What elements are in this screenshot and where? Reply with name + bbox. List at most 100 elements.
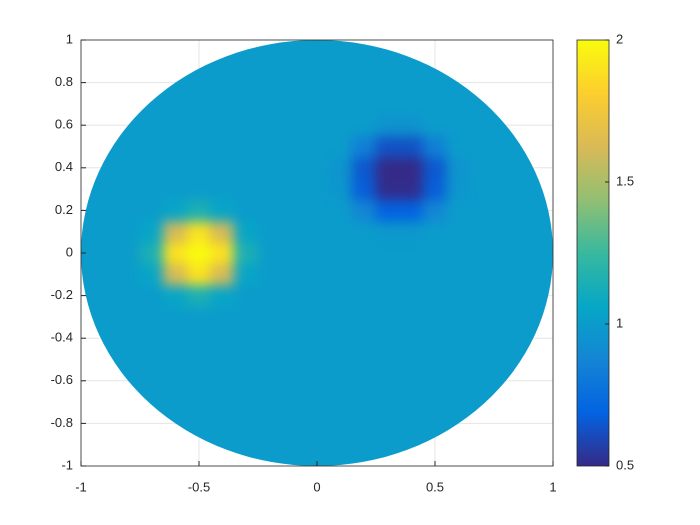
cell [233,327,259,350]
cell [446,220,471,243]
cell [328,92,353,116]
cell [233,433,259,456]
cell [328,199,353,222]
cell [281,199,306,222]
cell [375,348,401,371]
cell [375,433,401,456]
y-tick-label: 1 [66,31,73,46]
cell [115,156,141,179]
cell [163,327,188,350]
cell [304,156,330,179]
cell [446,177,471,201]
cell [375,327,401,350]
cell [469,199,495,222]
cell [351,284,377,307]
cell [210,71,235,94]
cell [186,348,212,371]
cell [422,114,448,137]
cell [304,135,330,158]
cell [328,284,353,307]
cell [328,156,353,179]
y-tick-label: -1 [61,457,73,472]
cell [399,114,424,137]
cell [351,220,377,243]
colorbar-tick-label: 1.5 [616,173,634,188]
cell [422,92,448,116]
cell [328,40,353,52]
cell [257,71,283,94]
cell [351,433,377,456]
cell [186,305,212,329]
cell [399,263,424,286]
cell [304,220,330,243]
cell [304,454,330,466]
cell [257,92,283,116]
cell [92,263,117,286]
cell [517,220,542,243]
cell [139,199,165,222]
cell [446,92,471,116]
cell [257,305,283,329]
cell [328,71,353,94]
cell [446,114,471,137]
cell [115,305,141,329]
cell [163,305,188,329]
cell [163,369,188,392]
cell [304,263,330,286]
cell [469,220,495,243]
axes: -1 -0.5 0 0.5 1 -1 -0.8 -0.6 -0.4 -0.2 0 0.2 0.4 0.6 0… [51,31,634,494]
cell [399,284,424,307]
cell [446,284,471,307]
y-tick-label: -0.2 [51,287,73,302]
cell [351,177,377,201]
cell [399,71,424,94]
cell [304,241,330,265]
cell [375,284,401,307]
cell [186,199,212,222]
cell [281,40,306,52]
cell [115,220,141,243]
cell [163,199,188,222]
cell [281,369,306,392]
cell [446,390,471,414]
cell [399,327,424,350]
cell [210,327,235,350]
colorbar-tick-label: 0.5 [616,457,634,472]
cell [257,114,283,137]
cell [233,156,259,179]
cell [469,284,495,307]
cell [92,177,117,201]
cell [115,199,141,222]
cell [186,156,212,179]
cell [540,220,553,243]
cell [469,177,495,201]
cell [257,135,283,158]
cell [233,390,259,414]
x-tick-label: 0.5 [426,479,444,494]
cell [139,284,165,307]
cell [375,92,401,116]
cell [210,263,235,286]
cell [81,263,94,286]
cell [257,348,283,371]
cell [422,305,448,329]
cell [328,135,353,158]
colorbar [576,39,610,467]
cell [210,284,235,307]
cell [281,305,306,329]
cell [304,114,330,137]
cell [422,135,448,158]
cell [304,50,330,73]
cell [281,114,306,137]
cell [81,241,94,265]
cell [469,241,495,265]
cell [139,263,165,286]
cell [257,284,283,307]
y-tick-label: 0 [66,244,73,259]
cell [422,156,448,179]
cell [233,305,259,329]
cell [469,156,495,179]
cell [328,327,353,350]
cell [328,241,353,265]
cell [493,327,519,350]
